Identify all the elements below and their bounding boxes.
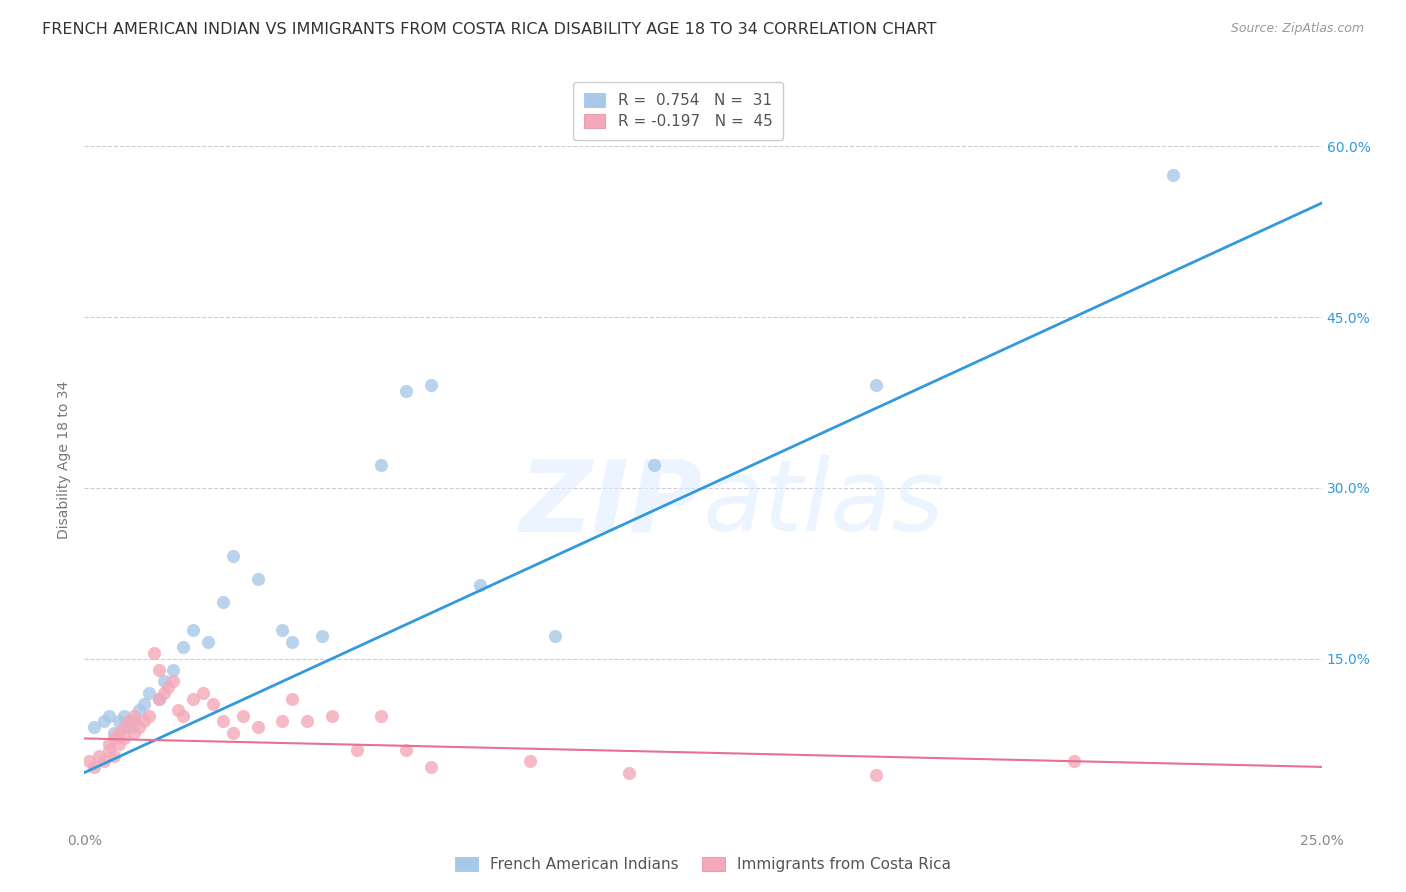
Point	[122, 714, 145, 729]
Point	[108, 737, 131, 751]
Point	[152, 674, 174, 689]
Point	[138, 708, 160, 723]
Point	[222, 549, 245, 564]
Point	[346, 743, 368, 757]
Point	[172, 640, 194, 655]
Point	[395, 743, 418, 757]
Point	[142, 646, 165, 660]
Point	[148, 691, 170, 706]
Point	[122, 708, 145, 723]
Point	[295, 714, 318, 729]
Point	[112, 731, 135, 746]
Point	[112, 720, 135, 734]
Point	[271, 624, 294, 638]
Point	[321, 708, 343, 723]
Point	[197, 634, 219, 648]
Point	[152, 686, 174, 700]
Point	[93, 754, 115, 768]
Point	[132, 714, 155, 729]
Text: FRENCH AMERICAN INDIAN VS IMMIGRANTS FROM COSTA RICA DISABILITY AGE 18 TO 34 COR: FRENCH AMERICAN INDIAN VS IMMIGRANTS FRO…	[42, 22, 936, 37]
Point	[172, 708, 194, 723]
Point	[93, 714, 115, 729]
Point	[118, 720, 141, 734]
Point	[212, 714, 235, 729]
Point	[202, 698, 225, 712]
Point	[148, 663, 170, 677]
Point	[311, 629, 333, 643]
Point	[103, 731, 125, 746]
Point	[98, 737, 121, 751]
Point	[271, 714, 294, 729]
Point	[1161, 168, 1184, 182]
Point	[128, 703, 150, 717]
Point	[232, 708, 254, 723]
Point	[419, 760, 441, 774]
Point	[181, 624, 204, 638]
Point	[83, 720, 105, 734]
Point	[83, 760, 105, 774]
Point	[519, 754, 541, 768]
Point	[138, 686, 160, 700]
Point	[157, 680, 180, 694]
Point	[108, 714, 131, 729]
Point	[98, 743, 121, 757]
Point	[419, 378, 441, 392]
Point	[370, 458, 392, 472]
Text: Source: ZipAtlas.com: Source: ZipAtlas.com	[1230, 22, 1364, 36]
Point	[108, 725, 131, 739]
Point	[191, 686, 214, 700]
Point	[167, 703, 190, 717]
Point	[643, 458, 665, 472]
Point	[395, 384, 418, 398]
Y-axis label: Disability Age 18 to 34: Disability Age 18 to 34	[58, 380, 72, 539]
Point	[246, 572, 269, 586]
Point	[103, 725, 125, 739]
Point	[617, 765, 640, 780]
Legend: R =  0.754   N =  31, R = -0.197   N =  45: R = 0.754 N = 31, R = -0.197 N = 45	[574, 82, 783, 140]
Text: atlas: atlas	[703, 455, 945, 552]
Point	[79, 754, 101, 768]
Point	[222, 725, 245, 739]
Point	[128, 720, 150, 734]
Point	[162, 663, 184, 677]
Point	[865, 768, 887, 782]
Point	[103, 748, 125, 763]
Point	[470, 577, 492, 591]
Point	[98, 708, 121, 723]
Point	[118, 714, 141, 729]
Point	[281, 634, 304, 648]
Point	[281, 691, 304, 706]
Point	[865, 378, 887, 392]
Point	[246, 720, 269, 734]
Point	[181, 691, 204, 706]
Point	[212, 595, 235, 609]
Point	[132, 698, 155, 712]
Point	[148, 691, 170, 706]
Point	[112, 708, 135, 723]
Legend: French American Indians, Immigrants from Costa Rica: French American Indians, Immigrants from…	[447, 849, 959, 880]
Point	[122, 725, 145, 739]
Point	[543, 629, 565, 643]
Point	[370, 708, 392, 723]
Point	[1063, 754, 1085, 768]
Point	[162, 674, 184, 689]
Point	[89, 748, 111, 763]
Text: ZIP: ZIP	[520, 455, 703, 552]
